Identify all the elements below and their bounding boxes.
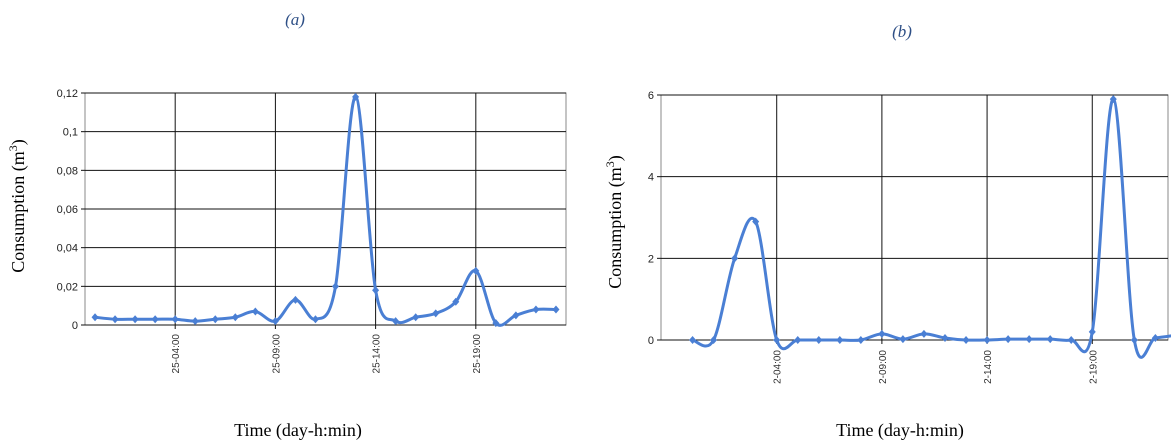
data-point — [311, 315, 319, 324]
data-point — [752, 217, 760, 226]
y-axis-label: Consumption (m3) — [603, 155, 626, 289]
data-point — [492, 319, 500, 328]
x-tick-label: 25-19:00 — [472, 334, 483, 374]
y-tick-label: 6 — [648, 90, 654, 102]
data-point — [231, 313, 239, 322]
x-axis-label: Time (day-h:min) — [234, 420, 362, 441]
data-point — [1088, 327, 1096, 336]
series-line — [691, 97, 1171, 359]
data-point — [332, 282, 340, 291]
data-point — [962, 336, 970, 344]
data-point — [91, 313, 99, 322]
data-point — [1067, 336, 1075, 344]
data-point — [151, 315, 159, 324]
data-point — [1025, 335, 1033, 344]
x-tick-label: 2-19:00 — [1088, 350, 1099, 384]
x-tick-label: 25-04:00 — [171, 334, 182, 374]
data-point — [773, 336, 781, 344]
data-point — [1109, 95, 1117, 104]
y-tick-label: 0 — [648, 335, 654, 347]
data-point — [941, 333, 949, 342]
y-tick-label: 0,12 — [57, 88, 78, 100]
y-tick-label: 0,08 — [57, 165, 78, 177]
series-line — [93, 95, 558, 327]
y-tick-label: 0 — [72, 320, 78, 332]
y-tick-label: 0,1 — [63, 127, 78, 139]
chart-b: (b) 0 2 4 6 2-04:00 2-09:00 2-14:00 2-19:00 Consu… — [603, 22, 1171, 441]
data-point — [1046, 335, 1054, 344]
y-tick-label: 0,02 — [57, 281, 78, 293]
data-point — [731, 254, 739, 263]
data-point — [392, 317, 400, 326]
data-point — [291, 295, 299, 304]
data-point — [131, 315, 139, 324]
data-point — [552, 305, 560, 314]
panel-label: (a) — [285, 10, 305, 29]
data-point — [710, 336, 718, 344]
x-tick-label: 25-09:00 — [271, 334, 282, 374]
data-point — [271, 317, 279, 326]
data-point — [689, 336, 697, 344]
x-tick-label: 2-14:00 — [983, 350, 994, 384]
x-tick-label: 2-09:00 — [878, 350, 889, 384]
data-point — [472, 266, 480, 275]
data-point — [1130, 336, 1138, 344]
y-tick-label: 2 — [648, 253, 654, 265]
data-point — [857, 336, 865, 344]
data-point — [352, 92, 360, 101]
x-tick-label: 2-04:00 — [773, 350, 784, 384]
data-point — [452, 297, 460, 306]
x-tick-label: 25-14:00 — [372, 334, 383, 374]
data-point — [794, 336, 802, 344]
data-point — [899, 335, 907, 344]
data-point — [512, 311, 520, 320]
y-axis-label: Consumption (m3) — [6, 139, 29, 273]
data-point — [836, 336, 844, 344]
data-point — [372, 286, 380, 295]
data-point — [111, 315, 119, 324]
data-point — [878, 329, 886, 338]
data-point — [1151, 333, 1159, 342]
y-tick-label: 4 — [648, 172, 654, 184]
data-point — [815, 336, 823, 344]
panel-label: (b) — [892, 22, 912, 41]
chart-a: (a) 0 0,02 0,04 0,06 0,08 0,1 0,12 25-04:00 25-09… — [6, 10, 567, 441]
data-point — [432, 309, 440, 318]
data-point — [1004, 335, 1012, 344]
x-axis-label: Time (day-h:min) — [836, 420, 964, 441]
data-point — [191, 317, 199, 326]
data-point — [211, 315, 219, 324]
data-point — [171, 315, 179, 324]
data-point — [532, 305, 540, 314]
data-point — [920, 329, 928, 338]
data-point — [412, 313, 420, 322]
data-point — [251, 307, 259, 316]
y-tick-label: 0,06 — [57, 204, 78, 216]
y-tick-label: 0,04 — [57, 243, 78, 255]
data-point — [983, 336, 991, 344]
